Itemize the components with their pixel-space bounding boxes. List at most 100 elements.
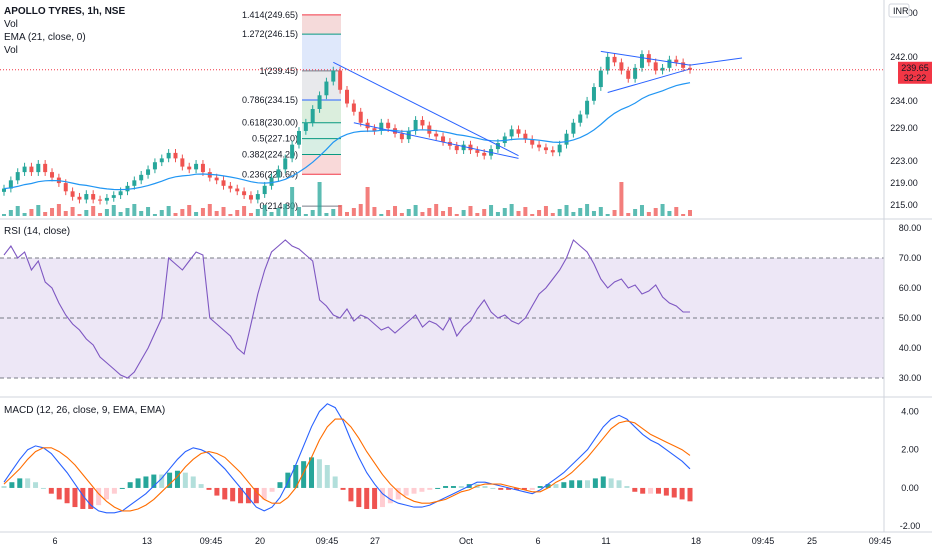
triangle-upper bbox=[600, 50, 691, 66]
volume-bar bbox=[461, 210, 466, 216]
macd-histogram-bar bbox=[222, 487, 228, 500]
candle-body bbox=[591, 87, 596, 101]
rsi-panel[interactable] bbox=[0, 239, 884, 379]
macd-histogram-bar bbox=[403, 487, 409, 496]
macd-histogram-bar bbox=[151, 474, 157, 488]
candle-body bbox=[646, 54, 651, 63]
volume-bar bbox=[502, 208, 507, 216]
macd-histogram-bar bbox=[301, 461, 307, 488]
candle-body bbox=[15, 172, 20, 181]
rsi-line bbox=[3, 239, 690, 379]
price-tick-label: 234.00 bbox=[890, 96, 918, 106]
macd-histogram-bar bbox=[269, 487, 275, 492]
candle-body bbox=[399, 133, 404, 140]
candle-body bbox=[482, 152, 487, 156]
macd-histogram-bar bbox=[56, 487, 62, 500]
macd-histogram-bar bbox=[537, 486, 543, 488]
candle-body bbox=[200, 163, 205, 173]
price-tick-label: 229.00 bbox=[890, 123, 918, 133]
macd-histogram-bar bbox=[261, 487, 267, 500]
volume-bar bbox=[290, 187, 295, 216]
triangle-lower bbox=[607, 68, 691, 94]
time-axis-label: 09:45 bbox=[869, 536, 892, 546]
candle-body bbox=[43, 163, 48, 173]
candle-body bbox=[509, 129, 514, 137]
macd-histogram-bar bbox=[167, 472, 173, 488]
volume-bar bbox=[269, 212, 274, 216]
macd-histogram-bar bbox=[592, 478, 598, 488]
volume-bar bbox=[303, 214, 308, 216]
candle-body bbox=[214, 177, 219, 181]
volume-bar bbox=[36, 205, 41, 216]
vol2-label[interactable]: Vol bbox=[4, 45, 18, 56]
volume-bar bbox=[557, 209, 562, 216]
volume-bar bbox=[612, 210, 617, 216]
macd-histogram-bar bbox=[9, 482, 15, 488]
time-axis-label: Oct bbox=[459, 536, 474, 546]
volume-bar bbox=[447, 207, 452, 216]
volume-bar bbox=[688, 210, 692, 216]
volume-bar bbox=[454, 214, 459, 216]
macd-histogram-bar bbox=[577, 480, 583, 488]
macd-histogram-bar bbox=[1, 486, 7, 488]
volume-bar bbox=[228, 214, 233, 216]
volume-bar bbox=[70, 207, 75, 216]
candle-body bbox=[578, 114, 583, 123]
candle-body bbox=[351, 103, 356, 112]
volume-bar bbox=[543, 206, 548, 216]
candle-body bbox=[660, 67, 665, 71]
candle-body bbox=[564, 133, 569, 145]
macd-histogram-bar bbox=[490, 487, 496, 489]
candle-body bbox=[372, 128, 377, 131]
volume-bar bbox=[379, 214, 384, 216]
candle-body bbox=[2, 188, 6, 192]
candle-body bbox=[104, 197, 109, 201]
signal-line bbox=[3, 418, 691, 512]
volume-bar bbox=[104, 209, 109, 216]
macd-histogram-bar bbox=[419, 487, 425, 492]
symbol-title[interactable]: APOLLO TYRES, 1h, NSE bbox=[4, 6, 125, 17]
macd-histogram-bar bbox=[498, 487, 504, 490]
volume-bar bbox=[475, 213, 480, 216]
rsi-tick-label: 60.00 bbox=[899, 283, 922, 293]
volume-bar bbox=[653, 208, 658, 216]
macd-histogram-bar bbox=[293, 465, 299, 488]
currency-badge[interactable] bbox=[888, 3, 910, 18]
volume-bar bbox=[372, 207, 377, 216]
candle-body bbox=[386, 122, 391, 129]
volume-bar bbox=[166, 206, 171, 216]
price-panel[interactable]: 1.414(249.65) 1.272(246.15) 1(239.45) 0.786… bbox=[0, 10, 884, 216]
candle-body bbox=[235, 188, 240, 192]
macd-tick-label: -2.00 bbox=[900, 521, 921, 531]
macd-histogram-bar bbox=[33, 482, 39, 488]
volume-bar bbox=[132, 204, 137, 216]
volume-bar bbox=[63, 211, 68, 216]
rsi-title[interactable]: RSI (14, close) bbox=[4, 226, 70, 237]
fib-level-label: 1.414(249.65) bbox=[242, 10, 298, 20]
macd-histogram-bar bbox=[214, 487, 220, 496]
macd-panel[interactable] bbox=[1, 403, 693, 514]
rsi-tick-label: 30.00 bbox=[899, 373, 922, 383]
volume-bar bbox=[523, 207, 528, 216]
ema-label[interactable]: EMA (21, close, 0) bbox=[4, 32, 86, 43]
macd-title[interactable]: MACD (12, 26, close, 9, EMA, EMA) bbox=[4, 405, 165, 416]
fib-level-label: 0.5(227.10) bbox=[252, 134, 298, 144]
candle-body bbox=[159, 158, 164, 163]
candle-body bbox=[91, 194, 96, 200]
rsi-tick-label: 70.00 bbox=[899, 253, 922, 263]
fib-zone bbox=[302, 138, 341, 155]
macd-histogram-bar bbox=[624, 486, 630, 488]
macd-histogram-bar bbox=[96, 487, 102, 506]
fib-zone bbox=[302, 154, 341, 175]
candle-body bbox=[290, 144, 295, 159]
candle-body bbox=[194, 163, 199, 170]
candle-body bbox=[22, 166, 27, 173]
price-tick-label: 215.00 bbox=[890, 200, 918, 210]
candle-body bbox=[345, 89, 349, 104]
candle-body bbox=[434, 133, 439, 137]
fib-level-label: 0.382(224.20) bbox=[242, 150, 298, 160]
vol-label[interactable]: Vol bbox=[4, 19, 18, 30]
macd-histogram-bar bbox=[640, 487, 646, 494]
volume-bar bbox=[221, 207, 226, 216]
